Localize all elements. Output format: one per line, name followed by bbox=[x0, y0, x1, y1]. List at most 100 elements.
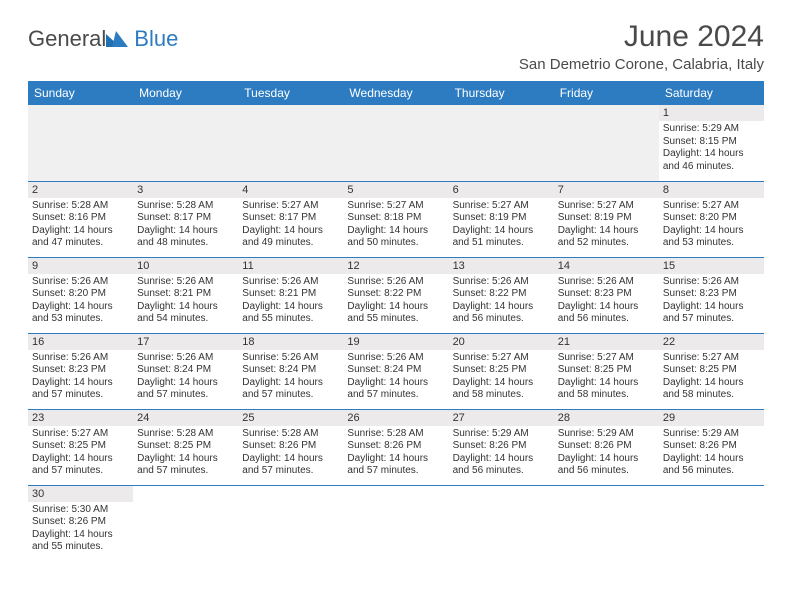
day-line: Daylight: 14 hours bbox=[347, 225, 444, 238]
day-line: Daylight: 14 hours bbox=[558, 453, 655, 466]
day-line: Daylight: 14 hours bbox=[663, 453, 760, 466]
day-line: Sunset: 8:15 PM bbox=[663, 136, 760, 149]
day-line: Sunset: 8:24 PM bbox=[137, 364, 234, 377]
day-content: Sunrise: 5:26 AMSunset: 8:21 PMDaylight:… bbox=[238, 274, 343, 330]
day-line: Sunrise: 5:28 AM bbox=[137, 200, 234, 213]
day-line: Daylight: 14 hours bbox=[663, 301, 760, 314]
logo-text-blue: Blue bbox=[134, 26, 178, 52]
calendar-cell: 15Sunrise: 5:26 AMSunset: 8:23 PMDayligh… bbox=[659, 257, 764, 333]
day-number: 14 bbox=[554, 258, 659, 274]
day-line: Sunrise: 5:27 AM bbox=[663, 352, 760, 365]
calendar-cell: 26Sunrise: 5:28 AMSunset: 8:26 PMDayligh… bbox=[343, 409, 448, 485]
calendar-cell: 30Sunrise: 5:30 AMSunset: 8:26 PMDayligh… bbox=[28, 485, 133, 561]
calendar-cell: 9Sunrise: 5:26 AMSunset: 8:20 PMDaylight… bbox=[28, 257, 133, 333]
day-line: and 54 minutes. bbox=[137, 313, 234, 326]
calendar-cell: 11Sunrise: 5:26 AMSunset: 8:21 PMDayligh… bbox=[238, 257, 343, 333]
calendar-cell: 22Sunrise: 5:27 AMSunset: 8:25 PMDayligh… bbox=[659, 333, 764, 409]
day-line: Daylight: 14 hours bbox=[347, 377, 444, 390]
day-line: Sunset: 8:20 PM bbox=[32, 288, 129, 301]
day-line: and 52 minutes. bbox=[558, 237, 655, 250]
day-content: Sunrise: 5:27 AMSunset: 8:20 PMDaylight:… bbox=[659, 198, 764, 254]
calendar-cell: 21Sunrise: 5:27 AMSunset: 8:25 PMDayligh… bbox=[554, 333, 659, 409]
day-line: Daylight: 14 hours bbox=[453, 301, 550, 314]
header: General Blue June 2024 San Demetrio Coro… bbox=[28, 20, 764, 73]
day-line: Sunset: 8:22 PM bbox=[347, 288, 444, 301]
calendar-week: 16Sunrise: 5:26 AMSunset: 8:23 PMDayligh… bbox=[28, 333, 764, 409]
day-line: and 55 minutes. bbox=[347, 313, 444, 326]
day-line: and 57 minutes. bbox=[32, 389, 129, 402]
calendar-cell: 28Sunrise: 5:29 AMSunset: 8:26 PMDayligh… bbox=[554, 409, 659, 485]
day-content: Sunrise: 5:26 AMSunset: 8:23 PMDaylight:… bbox=[28, 350, 133, 406]
day-content: Sunrise: 5:26 AMSunset: 8:24 PMDaylight:… bbox=[343, 350, 448, 406]
day-line: and 47 minutes. bbox=[32, 237, 129, 250]
weekday-header: Tuesday bbox=[238, 81, 343, 105]
day-line: Sunset: 8:25 PM bbox=[32, 440, 129, 453]
day-line: and 57 minutes. bbox=[137, 389, 234, 402]
day-line: Sunset: 8:26 PM bbox=[32, 516, 129, 529]
day-number: 15 bbox=[659, 258, 764, 274]
day-line: Daylight: 14 hours bbox=[558, 225, 655, 238]
day-line: and 57 minutes. bbox=[242, 465, 339, 478]
calendar-cell: 25Sunrise: 5:28 AMSunset: 8:26 PMDayligh… bbox=[238, 409, 343, 485]
day-line: Sunset: 8:19 PM bbox=[453, 212, 550, 225]
calendar-cell bbox=[238, 485, 343, 561]
day-number: 7 bbox=[554, 182, 659, 198]
day-line: and 58 minutes. bbox=[558, 389, 655, 402]
day-number: 29 bbox=[659, 410, 764, 426]
calendar-cell: 20Sunrise: 5:27 AMSunset: 8:25 PMDayligh… bbox=[449, 333, 554, 409]
day-line: Sunrise: 5:26 AM bbox=[32, 276, 129, 289]
day-number: 5 bbox=[343, 182, 448, 198]
day-content: Sunrise: 5:27 AMSunset: 8:25 PMDaylight:… bbox=[554, 350, 659, 406]
day-number: 8 bbox=[659, 182, 764, 198]
weekday-header: Thursday bbox=[449, 81, 554, 105]
day-content: Sunrise: 5:26 AMSunset: 8:23 PMDaylight:… bbox=[659, 274, 764, 330]
day-content: Sunrise: 5:27 AMSunset: 8:19 PMDaylight:… bbox=[449, 198, 554, 254]
calendar-cell: 5Sunrise: 5:27 AMSunset: 8:18 PMDaylight… bbox=[343, 181, 448, 257]
calendar-cell: 19Sunrise: 5:26 AMSunset: 8:24 PMDayligh… bbox=[343, 333, 448, 409]
day-content: Sunrise: 5:29 AMSunset: 8:26 PMDaylight:… bbox=[449, 426, 554, 482]
day-line: and 57 minutes. bbox=[32, 465, 129, 478]
calendar-cell bbox=[449, 485, 554, 561]
day-line: Daylight: 14 hours bbox=[242, 301, 339, 314]
day-number: 9 bbox=[28, 258, 133, 274]
day-number: 22 bbox=[659, 334, 764, 350]
day-content: Sunrise: 5:27 AMSunset: 8:25 PMDaylight:… bbox=[28, 426, 133, 482]
day-line: Sunrise: 5:27 AM bbox=[453, 200, 550, 213]
day-line: Sunrise: 5:29 AM bbox=[663, 123, 760, 136]
day-line: Sunset: 8:16 PM bbox=[32, 212, 129, 225]
calendar-cell: 18Sunrise: 5:26 AMSunset: 8:24 PMDayligh… bbox=[238, 333, 343, 409]
day-line: Daylight: 14 hours bbox=[453, 377, 550, 390]
day-number: 4 bbox=[238, 182, 343, 198]
calendar-cell: 17Sunrise: 5:26 AMSunset: 8:24 PMDayligh… bbox=[133, 333, 238, 409]
day-line: Sunrise: 5:27 AM bbox=[558, 200, 655, 213]
day-number: 21 bbox=[554, 334, 659, 350]
day-line: and 56 minutes. bbox=[558, 465, 655, 478]
day-line: Daylight: 14 hours bbox=[242, 225, 339, 238]
day-line: Sunrise: 5:26 AM bbox=[242, 352, 339, 365]
day-line: and 53 minutes. bbox=[32, 313, 129, 326]
day-content: Sunrise: 5:28 AMSunset: 8:16 PMDaylight:… bbox=[28, 198, 133, 254]
day-content: Sunrise: 5:26 AMSunset: 8:22 PMDaylight:… bbox=[343, 274, 448, 330]
day-line: and 57 minutes. bbox=[242, 389, 339, 402]
weekday-header: Wednesday bbox=[343, 81, 448, 105]
weekday-row: SundayMondayTuesdayWednesdayThursdayFrid… bbox=[28, 81, 764, 105]
calendar-cell bbox=[133, 485, 238, 561]
day-content: Sunrise: 5:30 AMSunset: 8:26 PMDaylight:… bbox=[28, 502, 133, 558]
day-line: and 57 minutes. bbox=[347, 389, 444, 402]
day-line: Sunrise: 5:26 AM bbox=[347, 352, 444, 365]
day-content: Sunrise: 5:26 AMSunset: 8:21 PMDaylight:… bbox=[133, 274, 238, 330]
day-number: 6 bbox=[449, 182, 554, 198]
calendar-week: 30Sunrise: 5:30 AMSunset: 8:26 PMDayligh… bbox=[28, 485, 764, 561]
calendar-cell: 16Sunrise: 5:26 AMSunset: 8:23 PMDayligh… bbox=[28, 333, 133, 409]
day-line: and 46 minutes. bbox=[663, 161, 760, 174]
day-line: Daylight: 14 hours bbox=[137, 377, 234, 390]
day-number: 10 bbox=[133, 258, 238, 274]
day-line: Daylight: 14 hours bbox=[137, 225, 234, 238]
day-line: and 57 minutes. bbox=[663, 313, 760, 326]
day-line: Sunrise: 5:27 AM bbox=[453, 352, 550, 365]
day-line: and 56 minutes. bbox=[663, 465, 760, 478]
calendar-cell bbox=[133, 105, 238, 181]
month-title: June 2024 bbox=[519, 20, 764, 54]
day-content: Sunrise: 5:26 AMSunset: 8:20 PMDaylight:… bbox=[28, 274, 133, 330]
calendar-cell bbox=[659, 485, 764, 561]
